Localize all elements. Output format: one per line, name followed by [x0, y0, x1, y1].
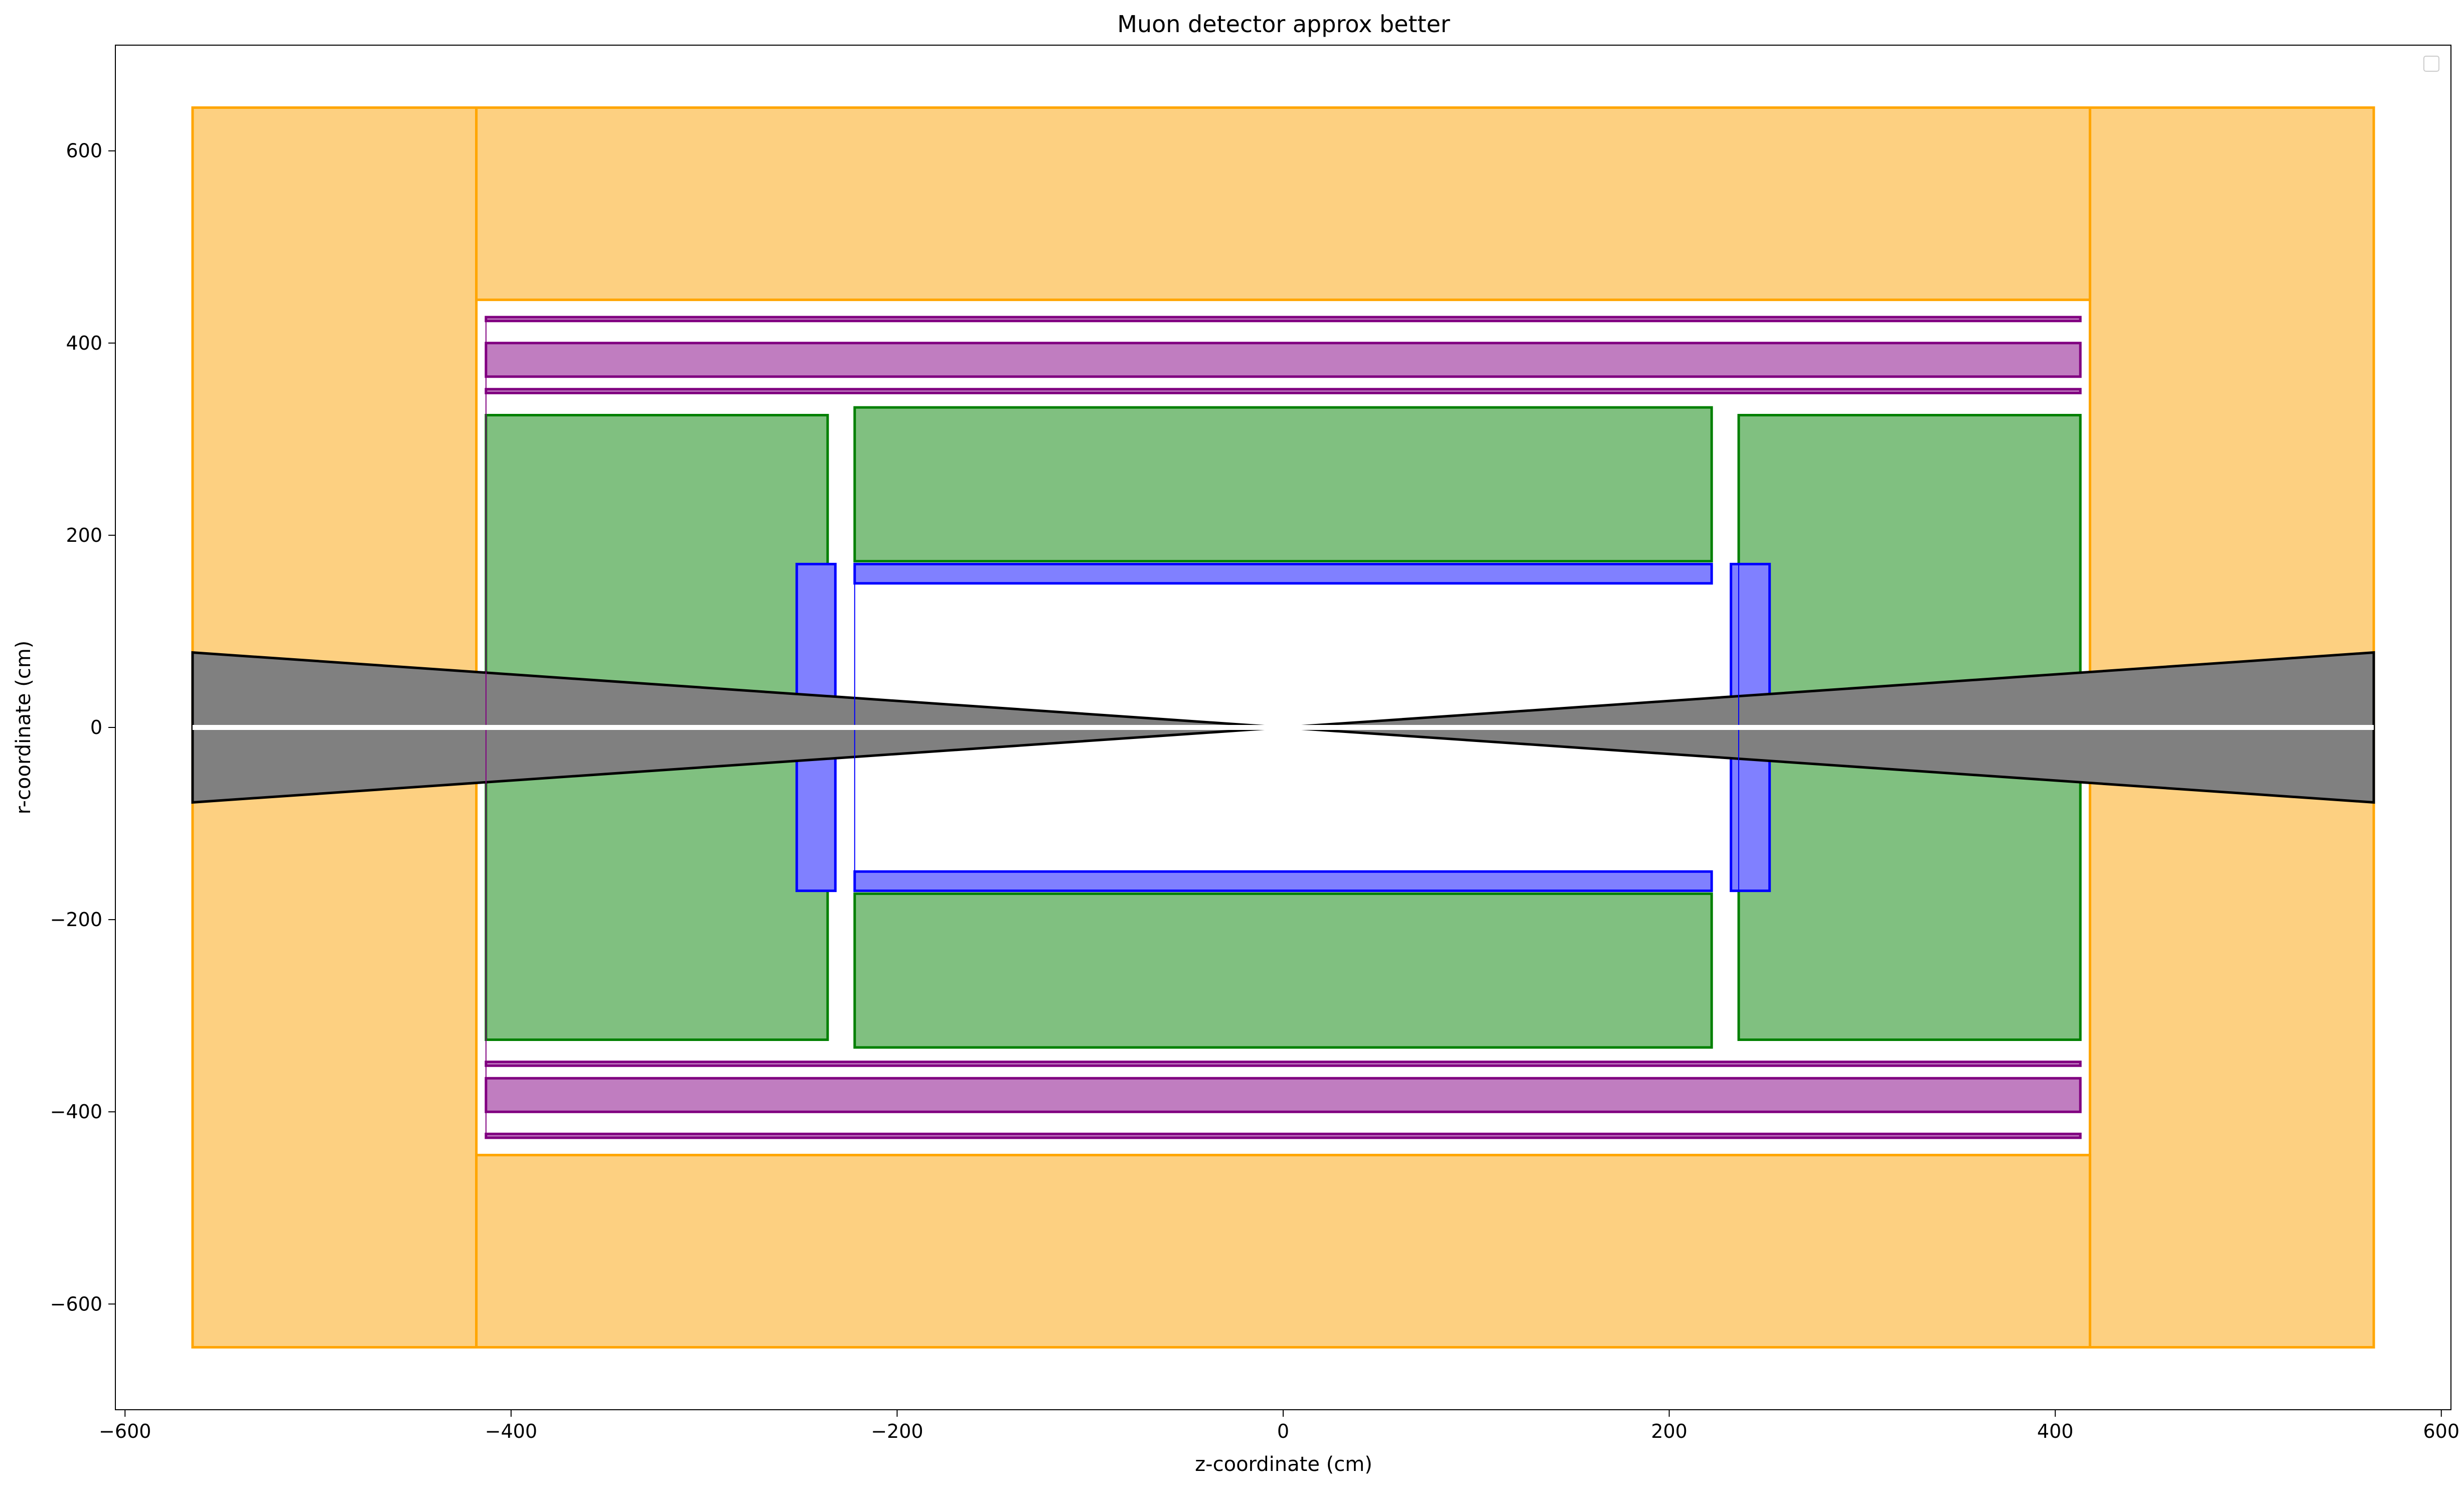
plot-area — [191, 106, 2375, 1349]
chart-title: Muon detector approx better — [1117, 11, 1450, 38]
return-yoke-region-3 — [475, 106, 2091, 302]
y-tick-label: 400 — [66, 332, 102, 354]
y-tick-label: 600 — [66, 140, 102, 162]
x-axis-ticks: −600 −400 −200 0 200 400 600 — [99, 1410, 2459, 1442]
y-tick-label: −400 — [50, 1101, 102, 1123]
detector-lines — [192, 317, 2374, 1138]
x-tick-label: −600 — [99, 1420, 151, 1442]
hcal-region-13 — [853, 406, 1713, 563]
x-tick-label: −400 — [485, 1420, 537, 1442]
muon-chamber-region-6 — [485, 342, 2082, 378]
x-tick-label: 600 — [2423, 1420, 2459, 1442]
y-axis-ticks: −600 −400 −200 0 200 400 600 — [50, 140, 115, 1315]
muon-chamber-region-5 — [485, 316, 2082, 323]
hcal-region-14 — [853, 892, 1713, 1049]
legend-box[interactable] — [2423, 56, 2439, 72]
x-tick-label: 200 — [1651, 1420, 1687, 1442]
y-tick-label: 200 — [66, 524, 102, 546]
x-axis-label: z-coordinate (cm) — [1195, 1453, 1372, 1476]
muon-chamber-region-10 — [485, 1132, 2082, 1139]
y-axis-label: r-coordinate (cm) — [12, 641, 35, 815]
muon-chamber-region-7 — [485, 388, 2082, 394]
y-tick-label: −200 — [50, 909, 102, 931]
ecal-region-15 — [853, 562, 1713, 585]
return-yoke-region-4 — [475, 1153, 2091, 1349]
x-tick-label: −200 — [871, 1420, 923, 1442]
y-tick-label: 0 — [90, 716, 102, 738]
muon-chamber-region-9 — [485, 1077, 2082, 1113]
detector-shapes — [191, 106, 2375, 1349]
x-tick-label: 0 — [1277, 1420, 1289, 1442]
x-tick-label: 400 — [2037, 1420, 2074, 1442]
ecal-region-16 — [853, 870, 1713, 892]
muon-chamber-region-8 — [485, 1061, 2082, 1067]
y-tick-label: −600 — [50, 1293, 102, 1315]
